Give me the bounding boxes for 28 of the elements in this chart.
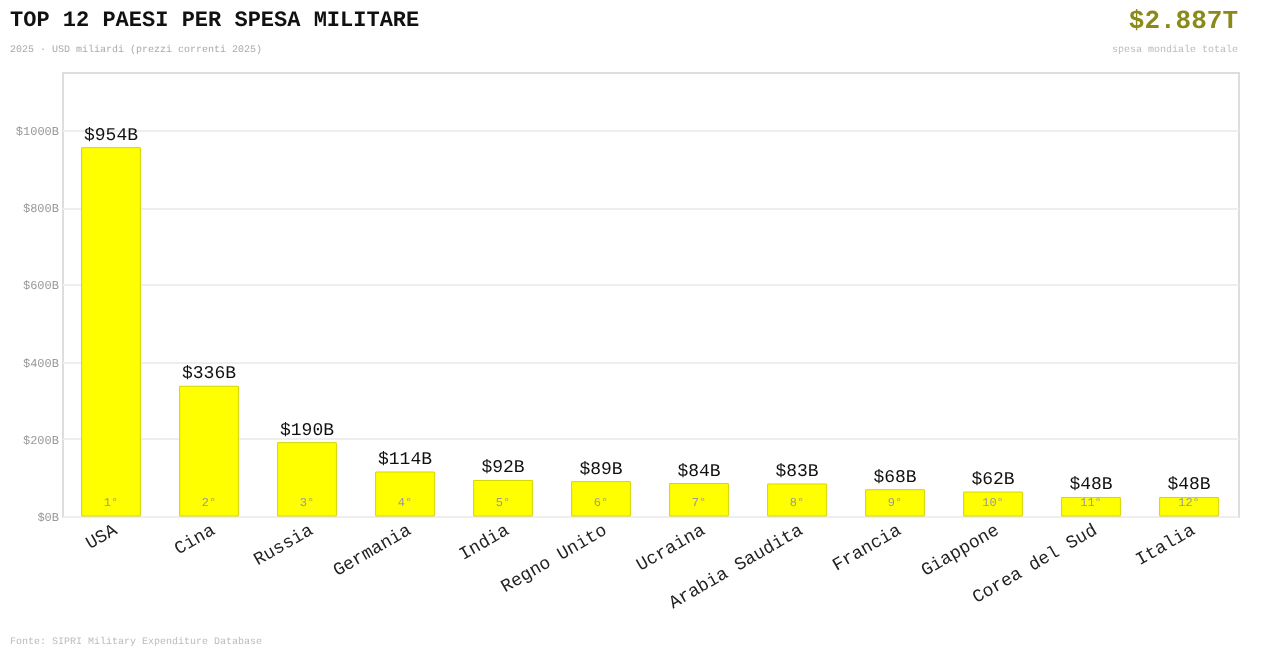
data-label: $92B: [481, 458, 526, 479]
data-label: $83B: [775, 461, 820, 482]
chart-title: TOP 12 PAESI PER SPESA MILITARE: [10, 10, 421, 34]
bar: [571, 481, 631, 517]
data-label: $954B: [83, 125, 140, 146]
bar: [277, 442, 337, 517]
bar: [1159, 496, 1219, 517]
text: $2.887T: [1128, 6, 1239, 36]
bar: [81, 147, 141, 517]
data-label: $190B: [279, 420, 336, 441]
bar: [473, 479, 533, 517]
bar: [865, 489, 925, 517]
data-label: $68B: [873, 467, 918, 488]
bar: [767, 483, 827, 517]
data-label: $336B: [181, 364, 238, 385]
data-label: $48B: [1167, 475, 1212, 496]
x-tick-label: USA: [82, 520, 123, 555]
data-label: $89B: [579, 459, 624, 480]
data-label: $62B: [971, 470, 1016, 491]
bar: [375, 471, 435, 517]
bar: [179, 385, 239, 517]
bar: [669, 483, 729, 517]
data-label: $84B: [677, 461, 722, 482]
bar: [963, 491, 1023, 517]
x-tick-label: Cina: [171, 520, 221, 560]
bar: [1061, 496, 1121, 517]
data-label: $48B: [1069, 475, 1114, 496]
data-label: $114B: [377, 449, 434, 470]
